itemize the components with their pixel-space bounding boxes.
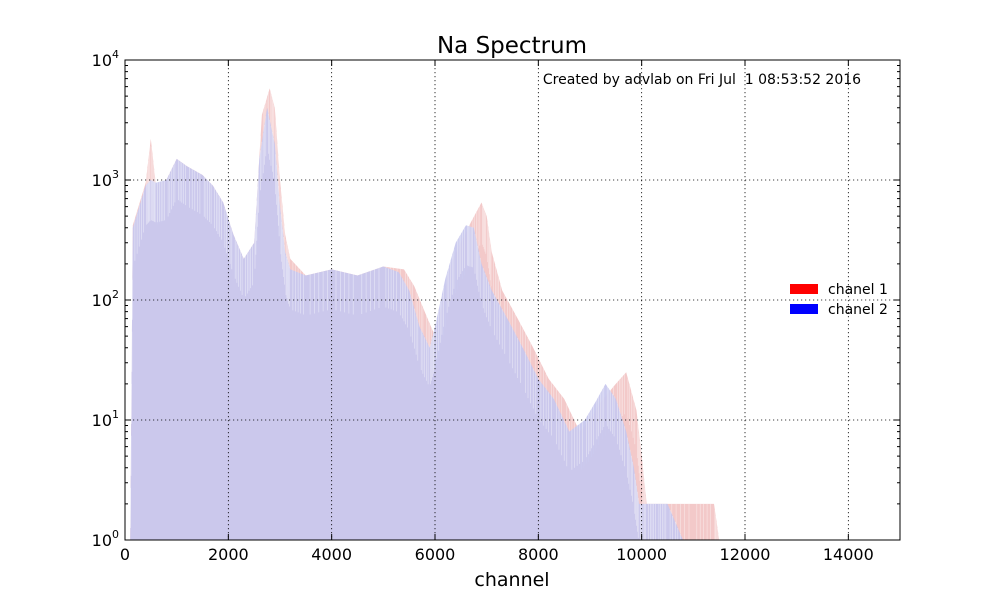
x-tick-label: 0 xyxy=(120,545,130,564)
y-tick-label: 100 xyxy=(92,528,119,550)
x-tick-label: 8000 xyxy=(518,545,559,564)
legend-swatch-chanel-1 xyxy=(790,284,818,294)
y-tick-label: 103 xyxy=(92,168,119,190)
plot-area xyxy=(124,59,901,541)
legend-swatch-chanel-2 xyxy=(790,304,818,314)
series-fills xyxy=(125,88,720,541)
x-tick-label: 2000 xyxy=(208,545,249,564)
legend: chanel 1 chanel 2 xyxy=(790,282,888,318)
plot-frame xyxy=(124,59,901,541)
x-tick-label: 14000 xyxy=(823,545,874,564)
x-tick-label: 6000 xyxy=(415,545,456,564)
y-tick-label: 101 xyxy=(92,408,119,430)
x-tick-label: 10000 xyxy=(616,545,667,564)
legend-label-chanel-2: chanel 2 xyxy=(828,302,888,318)
chart-title: Na Spectrum xyxy=(437,33,587,59)
x-tick-label: 4000 xyxy=(311,545,352,564)
x-tick-labels: 0 2000 4000 6000 8000 10000 12000 14000 xyxy=(120,545,874,564)
series-striations-chanel-2 xyxy=(130,113,681,540)
y-tick-labels: 100 101 102 103 104 xyxy=(92,48,119,550)
x-tick-label: 12000 xyxy=(720,545,771,564)
legend-label-chanel-1: chanel 1 xyxy=(828,282,888,298)
y-tick-label: 104 xyxy=(92,48,119,70)
y-tick-label: 102 xyxy=(92,288,119,310)
grid xyxy=(125,60,900,540)
creation-annotation: Created by advlab on Fri Jul 1 08:53:52 … xyxy=(543,72,861,88)
x-axis-label: channel xyxy=(474,569,549,591)
